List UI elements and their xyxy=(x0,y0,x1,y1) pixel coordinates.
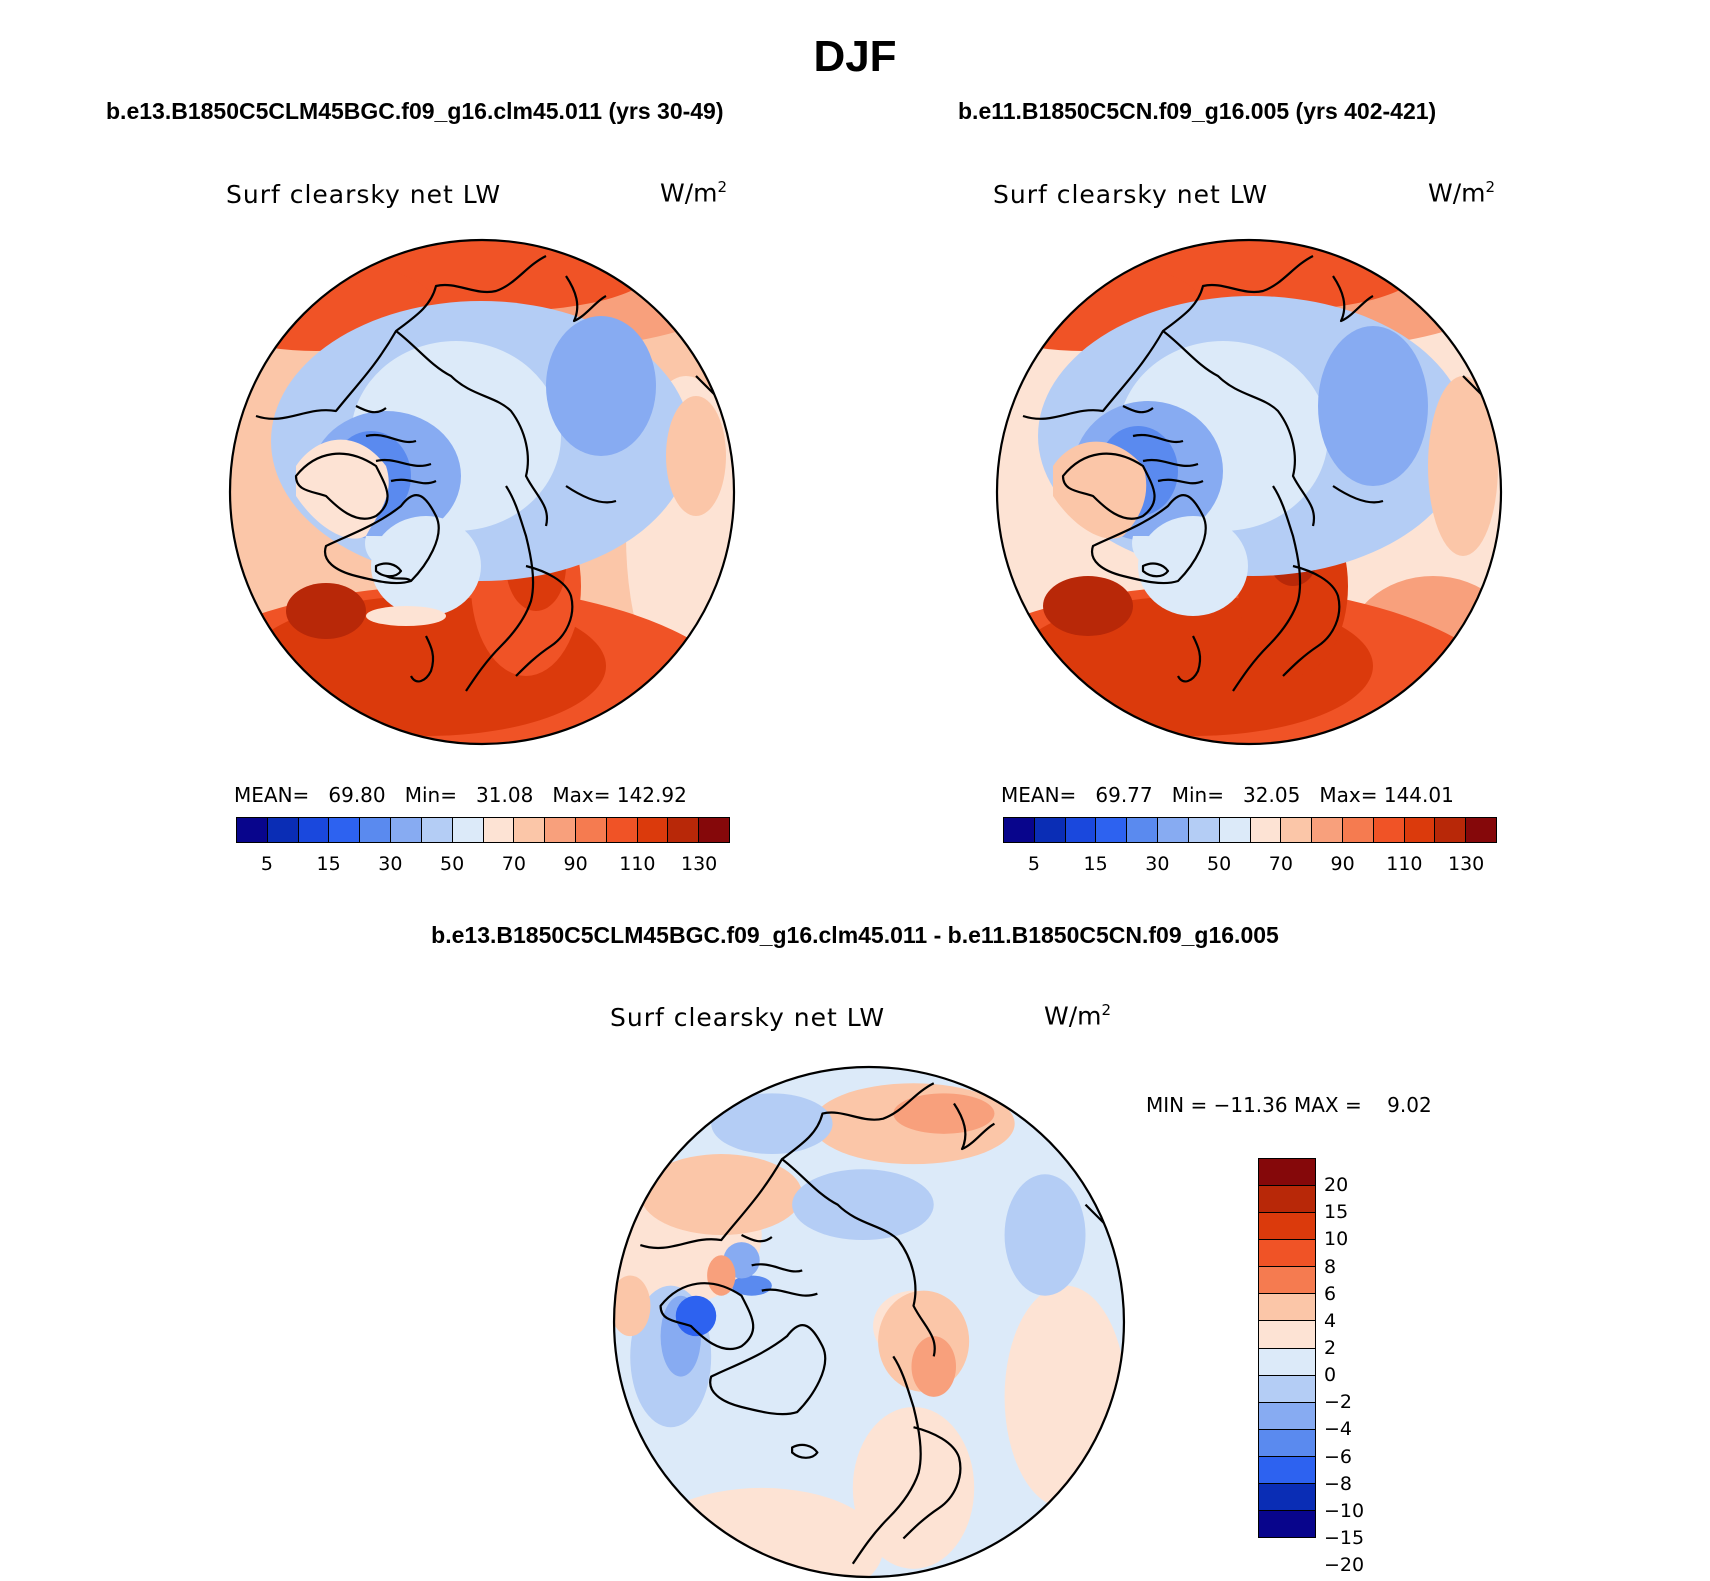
colorbar-segment xyxy=(637,818,669,842)
colorbar-segment xyxy=(1158,818,1189,842)
colorbar-segment xyxy=(391,818,422,842)
colorbar-segment xyxy=(575,818,607,842)
colorbar-tick-label: 15 xyxy=(1324,1201,1349,1224)
colorbar-segment xyxy=(1259,1186,1315,1214)
colorbar-tick-label: −15 xyxy=(1324,1527,1365,1549)
colorbar-segment xyxy=(267,818,299,842)
panel2-variable-label: Surf clearsky net LW xyxy=(993,180,1269,209)
colorbar-segment xyxy=(360,818,392,842)
panel2-polar-map xyxy=(995,238,1503,746)
colorbar-tick-label: 30 xyxy=(378,853,403,875)
colorbar-segment xyxy=(1404,818,1436,842)
colorbar-tick-label: 5 xyxy=(260,853,273,875)
difference-polar-map xyxy=(612,1065,1126,1579)
colorbar-segment xyxy=(1259,1240,1315,1268)
colorbar-tick-label: 130 xyxy=(1447,853,1485,875)
colorbar-segment xyxy=(1259,1321,1315,1349)
colorbar-segment xyxy=(1435,818,1467,842)
colorbar-segment xyxy=(483,818,515,842)
panel2-case-title: b.e11.B1850C5CN.f09_g16.005 (yrs 402-421… xyxy=(958,98,1437,124)
colorbar-segment xyxy=(329,818,361,842)
colorbar-tick-label: 90 xyxy=(1330,853,1355,875)
colorbar-segment xyxy=(545,818,576,842)
difference-minmax: MIN = −11.36 MAX = 9.02 xyxy=(1146,1093,1432,1117)
colorbar-tick-label: 6 xyxy=(1324,1282,1337,1305)
colorbar-segment xyxy=(1219,818,1251,842)
difference-colorbar xyxy=(1258,1158,1316,1538)
colorbar-tick-label: 70 xyxy=(1268,853,1293,875)
colorbar-tick-label: 20 xyxy=(1324,1174,1349,1197)
colorbar-segment xyxy=(1250,818,1282,842)
colorbar-tick-label: −4 xyxy=(1324,1418,1353,1441)
panel2-stats: MEAN= 69.77 Min= 32.05 Max= 144.01 xyxy=(1001,783,1454,807)
colorbar-segment xyxy=(668,818,700,842)
panel1-units: W/m2 xyxy=(660,178,728,208)
colorbar-tick-label: 50 xyxy=(1207,853,1232,875)
panel2-colorbar xyxy=(1003,817,1497,843)
colorbar-segment xyxy=(1004,818,1035,842)
difference-variable-label: Surf clearsky net LW xyxy=(610,1003,886,1032)
panel1-colorbar-ticks: 5 15 30 50 70 90 110 130 xyxy=(236,853,730,877)
colorbar-segment xyxy=(421,818,453,842)
colorbar-segment xyxy=(1281,818,1313,842)
difference-units: W/m2 xyxy=(1044,1001,1112,1031)
colorbar-segment xyxy=(1259,1456,1315,1484)
panel1-variable-label: Surf clearsky net LW xyxy=(226,180,502,209)
colorbar-tick-label: 4 xyxy=(1324,1309,1337,1332)
colorbar-segment xyxy=(1034,818,1066,842)
colorbar-segment xyxy=(699,818,729,842)
colorbar-tick-label: 110 xyxy=(1386,853,1423,875)
panel1-colorbar xyxy=(236,817,730,843)
colorbar-segment xyxy=(1259,1213,1315,1241)
colorbar-tick-label: 10 xyxy=(1324,1228,1349,1251)
colorbar-tick-label: 15 xyxy=(316,853,341,875)
colorbar-segment xyxy=(1259,1294,1315,1322)
colorbar-tick-label: −2 xyxy=(1324,1391,1353,1414)
colorbar-segment xyxy=(1259,1159,1315,1187)
colorbar-segment xyxy=(1065,818,1097,842)
colorbar-segment xyxy=(1259,1483,1315,1512)
colorbar-tick-label: 15 xyxy=(1083,853,1108,875)
colorbar-tick-label: 5 xyxy=(1027,853,1040,875)
panel1-polar-map xyxy=(228,238,736,746)
colorbar-tick-label: 90 xyxy=(563,853,588,875)
colorbar-tick-label: −20 xyxy=(1324,1554,1365,1577)
colorbar-segment xyxy=(298,818,330,842)
colorbar-segment xyxy=(1259,1267,1315,1295)
colorbar-segment xyxy=(1466,818,1496,842)
figure-title: DJF xyxy=(813,32,897,81)
colorbar-segment xyxy=(606,818,638,842)
colorbar-tick-label: 70 xyxy=(501,853,526,875)
difference-title: b.e13.B1850C5CLM45BGC.f09_g16.clm45.011 … xyxy=(431,922,1279,948)
colorbar-segment xyxy=(1259,1375,1315,1403)
colorbar-tick-label: 50 xyxy=(440,853,465,875)
colorbar-tick-label: 8 xyxy=(1324,1255,1337,1278)
colorbar-segment xyxy=(1259,1402,1315,1430)
colorbar-tick-label: 0 xyxy=(1324,1364,1337,1387)
panel2-colorbar-ticks: 5 15 30 50 70 90 110 130 xyxy=(1003,853,1497,877)
colorbar-tick-label: −8 xyxy=(1324,1472,1353,1495)
colorbar-tick-label: 30 xyxy=(1145,853,1170,875)
colorbar-tick-label: −10 xyxy=(1324,1499,1365,1522)
colorbar-segment xyxy=(237,818,268,842)
colorbar-segment xyxy=(1373,818,1405,842)
colorbar-tick-label: −6 xyxy=(1324,1445,1353,1468)
colorbar-segment xyxy=(1259,1511,1315,1538)
colorbar-segment xyxy=(514,818,546,842)
panel1-stats: MEAN= 69.80 Min= 31.08 Max= 142.92 xyxy=(234,783,687,807)
colorbar-segment xyxy=(1342,818,1374,842)
colorbar-segment xyxy=(1096,818,1128,842)
colorbar-segment xyxy=(452,818,484,842)
colorbar-tick-label: 130 xyxy=(680,853,718,875)
colorbar-tick-label: 110 xyxy=(619,853,656,875)
colorbar-tick-label: 2 xyxy=(1324,1337,1337,1359)
panel2-units: W/m2 xyxy=(1428,178,1496,208)
panel1-case-title: b.e13.B1850C5CLM45BGC.f09_g16.clm45.011 … xyxy=(106,98,724,124)
colorbar-segment xyxy=(1259,1429,1315,1457)
colorbar-segment xyxy=(1188,818,1220,842)
difference-colorbar-ticks: 20 15 10 8 6 4 2 0 −2 −4 −6 −8 −10 −15 −20 xyxy=(1324,1158,1404,1576)
colorbar-segment xyxy=(1259,1348,1315,1376)
colorbar-segment xyxy=(1127,818,1159,842)
colorbar-segment xyxy=(1312,818,1343,842)
